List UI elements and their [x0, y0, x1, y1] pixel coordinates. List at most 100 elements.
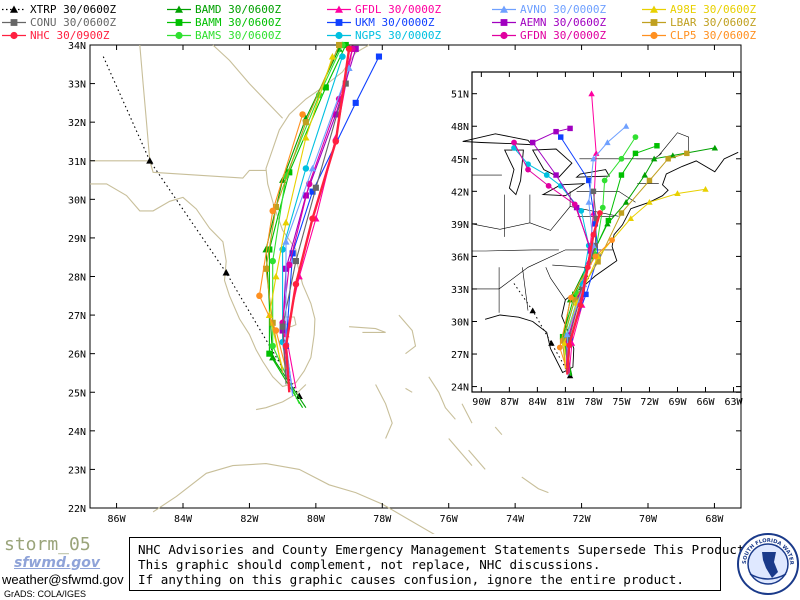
legend-label: AVNO 30/0000Z [520, 3, 607, 16]
legend-marker-icon [2, 19, 26, 26]
track-marker [332, 111, 339, 118]
legend-marker-icon [327, 19, 351, 26]
inset-track-marker [646, 198, 653, 205]
legend-label: A98E 30/0600Z [670, 3, 757, 16]
inset-lon-tick-label: 66W [696, 397, 715, 408]
legend-label: BAMD 30/0600Z [195, 3, 282, 16]
inset-lon-tick-label: 75W [612, 397, 631, 408]
disclaimer-line: This graphic should complement, not repl… [138, 557, 601, 572]
inset-track-marker [556, 344, 563, 351]
inset-track-marker [553, 172, 559, 178]
inset-track-marker [548, 339, 555, 346]
legend-label: BAMS 30/0600Z [195, 29, 282, 42]
inset-track-line [562, 152, 687, 370]
inset-lon-tick-label: 87W [500, 397, 519, 408]
disclaimer-line: If anything on this graphic causes confu… [138, 572, 684, 587]
inset-lat-tick-label: 39N [451, 220, 469, 231]
track-marker [332, 138, 340, 145]
inset-lat-tick-label: 33N [451, 285, 469, 296]
inset-track-marker [595, 259, 601, 265]
inset-track-marker [592, 253, 599, 260]
legend-marker-icon [327, 5, 351, 13]
track-marker [282, 218, 290, 226]
track-marker [295, 392, 303, 399]
inset-track-marker [650, 155, 658, 162]
inset-lon-tick-label: 63W [724, 397, 743, 408]
track-map: 22N 23N 24N 25N 26N 27N 28N 29N 30N 31N 32N 33N 34N 8… [68, 41, 744, 534]
inset-track-marker [590, 155, 597, 162]
lon-tick-label: 74W [506, 514, 525, 525]
track-marker [345, 45, 353, 53]
inset-track-marker [641, 171, 648, 178]
inset-track-marker [567, 125, 573, 132]
track-marker [282, 342, 290, 350]
lat-tick-label: 28N [68, 273, 86, 284]
inset-track-marker [558, 134, 564, 140]
lon-tick-label: 76W [440, 514, 459, 525]
legend-marker-icon [492, 19, 516, 26]
inset-track-marker [561, 339, 568, 346]
legend-marker-icon [167, 5, 191, 13]
inset-forecast-tracks [511, 90, 719, 379]
lat-tick-label: 32N [68, 118, 86, 129]
inset-lat-tick-label: 27N [451, 350, 469, 361]
inset-lat-tick-label: 51N [451, 90, 469, 101]
inset-track-marker [609, 237, 615, 244]
inset-track-marker [711, 144, 719, 151]
inset-track-marker [568, 294, 574, 301]
inset-track-marker [592, 242, 599, 249]
track-marker [282, 238, 290, 245]
lon-tick-label: 84W [174, 514, 193, 525]
inset-lon-tick-label: 69W [668, 397, 687, 408]
inset-track-marker [583, 291, 589, 298]
track-marker [302, 119, 309, 126]
legend-label: XTRP 30/0600Z [30, 3, 117, 16]
legend-marker-icon [167, 31, 191, 40]
track-marker [328, 52, 337, 60]
track-marker [222, 269, 230, 276]
legend-marker-icon [327, 31, 351, 40]
track-marker [352, 45, 359, 52]
inset-track-marker [665, 156, 671, 162]
lat-tick-label: 33N [68, 80, 86, 91]
track-marker [312, 184, 319, 191]
inset-track-marker [577, 302, 584, 309]
track-marker [262, 265, 270, 272]
track-marker [322, 84, 329, 91]
track-marker [272, 272, 280, 280]
inset-lat-tick-label: 24N [451, 383, 469, 394]
track-marker [269, 257, 276, 265]
brand-name: storm_05 [4, 534, 91, 555]
inset-track-line [566, 125, 627, 376]
inset-track-marker [618, 155, 625, 162]
track-marker [286, 169, 293, 176]
contact-email: weather@sfwmd.gov [2, 572, 124, 587]
lat-tick-label: 26N [68, 350, 86, 361]
track-marker [286, 261, 293, 269]
inset-track-marker [702, 185, 709, 192]
inset-lat-tick-label: 42N [451, 187, 469, 198]
lat-tick-label: 27N [68, 311, 86, 322]
legend-label: GFDL 30/0000Z [355, 3, 442, 16]
lat-tick-label: 23N [68, 465, 86, 476]
track-marker [146, 157, 154, 164]
track-marker [302, 165, 310, 172]
inset-track-marker [571, 201, 578, 208]
disclaimer-box: NHC Advisories and County Emergency Mana… [129, 537, 752, 591]
legend-marker-icon [2, 5, 26, 13]
legend-label: AEMN 30/0600Z [520, 16, 607, 29]
legend-marker-icon [167, 19, 191, 26]
lon-tick-label: 86W [108, 514, 127, 525]
lon-tick-label: 72W [573, 514, 592, 525]
footer-brand: storm_05 sfwmd.gov weather@sfwmd.gov GrA… [0, 534, 130, 600]
inset-lon-tick-label: 72W [640, 397, 659, 408]
inset-track-marker [632, 134, 639, 140]
inset-lon-tick-label: 90W [472, 397, 491, 408]
inset-track-marker [601, 177, 608, 184]
track-marker [342, 41, 349, 49]
legend-marker-icon [492, 5, 516, 13]
lat-tick-label: 29N [68, 234, 86, 245]
legend-label: CLP5 30/0600Z [670, 29, 757, 42]
track-marker [265, 311, 273, 318]
inset-track-marker [573, 204, 580, 211]
